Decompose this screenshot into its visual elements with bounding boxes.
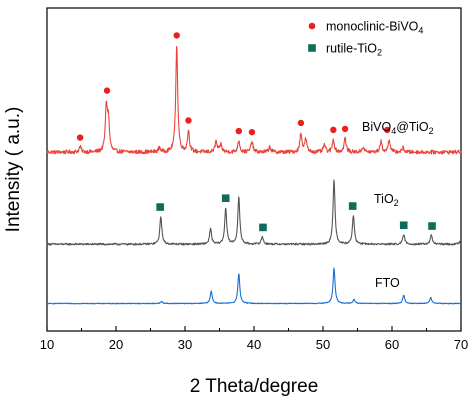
bivo4-peak-marker	[103, 87, 111, 94]
tio2-peak-marker	[156, 203, 164, 211]
x-axis-title: 2 Theta/degree	[190, 376, 319, 397]
x-tick-label: 60	[385, 337, 399, 352]
bivo4-peak-marker	[173, 32, 180, 39]
x-tick-label: 40	[247, 337, 261, 352]
x-axis: 10 20 30 40 50 60 70	[40, 326, 468, 352]
tio2-peak-marker	[399, 221, 408, 230]
x-tick-label: 20	[109, 337, 123, 352]
series-label: BiVO4@TiO2	[362, 120, 434, 136]
tio2-peak-marker	[428, 222, 436, 230]
x-tick-label: 30	[178, 337, 192, 352]
x-tick-label: 10	[40, 337, 54, 352]
bivo4-peak-marker	[76, 134, 84, 141]
series-label: TiO2	[374, 192, 399, 208]
legend-square-marker	[308, 44, 316, 52]
legend: monoclinic-BiVO4 rutile-TiO2	[308, 20, 423, 58]
bivo4-peak-marker	[235, 127, 243, 135]
series-labels: BiVO4@TiO2 TiO2 FTO	[362, 120, 434, 290]
marker-layer	[76, 32, 436, 232]
series-line-tio2	[46, 179, 462, 246]
tio2-peak-marker	[221, 194, 230, 203]
legend-circle-marker	[308, 22, 316, 30]
x-tick-label: 70	[454, 337, 468, 352]
series-layer	[46, 46, 462, 305]
bivo4-peak-marker	[297, 119, 305, 127]
y-axis-title: Intensity ( a.u.)	[3, 107, 24, 233]
tio2-peak-marker	[259, 223, 267, 232]
legend-label: rutile-TiO2	[326, 42, 382, 58]
bivo4-peak-marker	[330, 126, 337, 134]
bivo4-peak-marker	[185, 117, 192, 124]
x-tick-label: 50	[316, 337, 330, 352]
legend-label: monoclinic-BiVO4	[326, 20, 423, 36]
series-line-bivo4tio2	[46, 46, 462, 155]
bivo4-peak-marker	[341, 125, 349, 133]
bivo4-peak-marker	[248, 128, 256, 136]
series-label: FTO	[375, 276, 400, 290]
bivo4-peak-marker	[383, 126, 391, 134]
tio2-peak-marker	[348, 202, 357, 210]
series-line-fto	[46, 267, 462, 305]
